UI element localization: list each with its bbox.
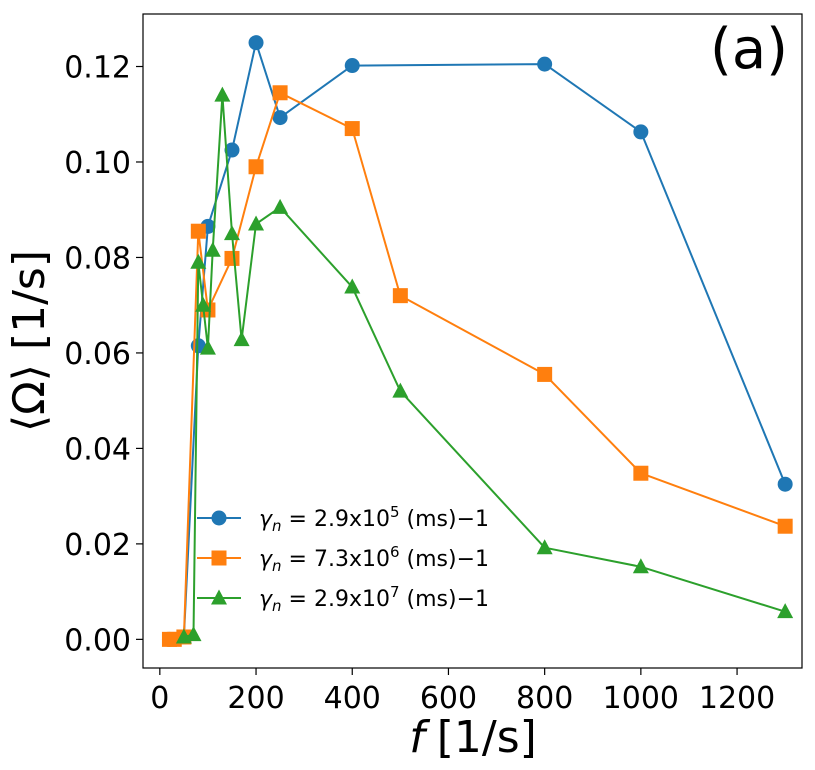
data-point [344,121,360,137]
x-tick-label: 200 [227,681,284,716]
legend-prefix: γ [259,507,273,532]
data-point [272,198,289,214]
legend-sub: n [272,597,282,615]
legend-sup: 6 [390,543,400,561]
y-axis-label: ⟨Ω⟩ [1/s] [4,250,55,432]
data-point [248,215,265,231]
series-line [183,94,786,638]
data-point [214,86,231,102]
data-point [195,296,212,312]
legend-sup: 7 [390,583,400,601]
legend-sub: n [272,557,282,575]
legend-sup: 5 [390,503,400,521]
data-point [777,603,794,619]
data-point [632,558,649,574]
legend-marker [211,510,227,526]
legend-prefix: γ [259,587,273,612]
data-point [204,241,221,257]
data-point [633,124,649,140]
legend-marker [211,589,227,605]
data-point [392,288,408,304]
ticks-layer: 0 200 400 600 800 1000 1200 0.00 0.02 0.04 0.06 0.0… [64,51,775,716]
data-point [223,225,240,241]
legend-label: γn = 7.3x106 (ms)−1 [259,543,489,575]
x-tick-label: 1000 [603,681,679,716]
legend-sub: n [272,517,282,535]
data-point [536,539,553,555]
plot-frame [142,13,803,669]
series-3 [175,86,794,644]
legend-mid: = 2.9x10 [282,507,390,532]
legend-entry-1: γn = 2.9x105 (ms)−1 [197,503,489,535]
legend-mid: = 7.3x10 [282,547,390,572]
data-point [224,142,240,158]
data-point [224,250,240,266]
data-point [190,253,207,269]
legend-mid: = 2.9x10 [282,587,390,612]
data-point [272,110,288,126]
legend: γn = 2.9x105 (ms)−1γn = 7.3x106 (ms)−1γn… [197,503,489,615]
data-point [199,339,216,355]
y-tick-label: 0.12 [64,51,131,86]
data-point [537,56,553,72]
y-tick-label: 0.04 [64,432,131,467]
data-point [633,465,649,481]
data-point [777,476,793,492]
x-axis-variable: f [409,712,431,763]
data-point [344,58,360,74]
data-point [392,382,409,398]
y-tick-label: 0.10 [64,146,131,181]
x-axis-unit: [1/s] [437,712,537,763]
x-tick-label: 400 [324,681,381,716]
x-tick-label: 800 [516,681,573,716]
legend-marker [211,550,227,566]
data-point [272,85,288,101]
plot-background [143,14,802,668]
x-tick-label: 0 [150,681,169,716]
legend-label: γn = 2.9x107 (ms)−1 [259,583,489,615]
legend-suffix: (ms)−1 [400,507,489,532]
y-tick-label: 0.02 [64,528,131,563]
x-tick-label: 600 [420,681,477,716]
legend-suffix: (ms)−1 [400,547,489,572]
data-point [537,366,553,382]
x-axis-label: f [1/s] [409,712,537,763]
y-tick-label: 0.08 [64,241,131,276]
legend-entry-2: γn = 7.3x106 (ms)−1 [197,543,489,575]
data-point [190,223,206,239]
data-point [344,278,361,294]
data-point [248,159,264,175]
data-point [185,626,202,642]
x-tick-label: 1200 [699,681,775,716]
panel-label: (a) [710,17,788,82]
y-tick-label: 0.06 [64,337,131,372]
legend-entry-3: γn = 2.9x107 (ms)−1 [197,583,489,615]
data-point [248,35,264,51]
data-point [233,331,250,347]
legend-label: γn = 2.9x105 (ms)−1 [259,503,489,535]
legend-prefix: γ [259,547,273,572]
data-layer [161,35,794,647]
data-point [777,518,793,534]
legend-suffix: (ms)−1 [400,587,489,612]
y-tick-label: 0.00 [64,623,131,658]
